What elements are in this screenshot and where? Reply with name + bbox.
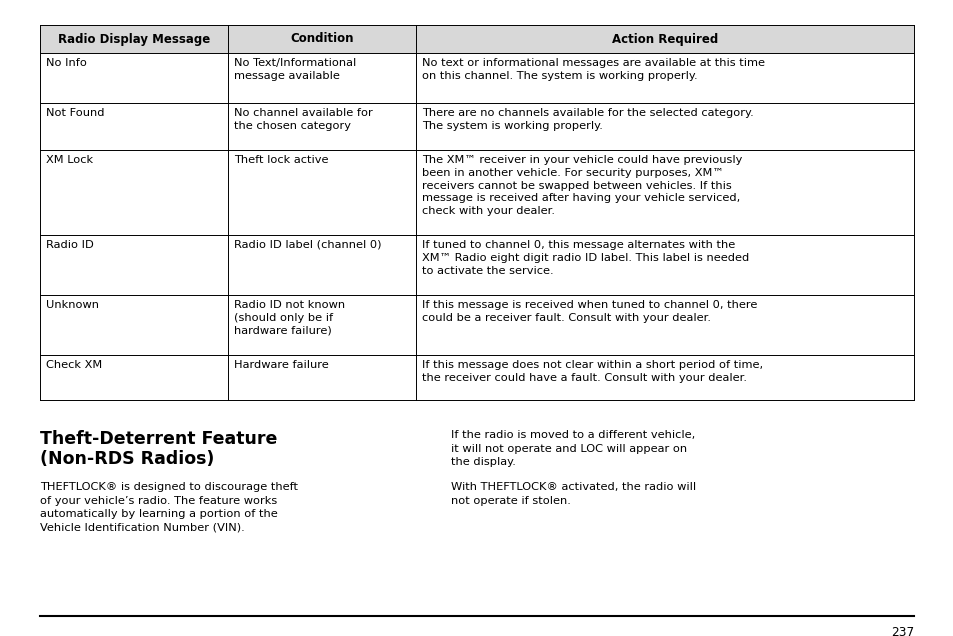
Text: No Text/Informational
message available: No Text/Informational message available	[233, 58, 355, 81]
Text: Check XM: Check XM	[46, 360, 102, 370]
Text: XM Lock: XM Lock	[46, 155, 93, 165]
Text: Condition: Condition	[290, 32, 354, 46]
Text: If the radio is moved to a different vehicle,
it will not operate and LOC will a: If the radio is moved to a different veh…	[451, 430, 695, 467]
Text: Unknown: Unknown	[46, 300, 99, 310]
Text: Theft lock active: Theft lock active	[233, 155, 328, 165]
Text: With THEFTLOCK® activated, the radio will
not operate if stolen.: With THEFTLOCK® activated, the radio wil…	[451, 482, 695, 506]
Text: The XM™ receiver in your vehicle could have previously
been in another vehicle. : The XM™ receiver in your vehicle could h…	[421, 155, 741, 216]
Text: Radio ID not known
(should only be if
hardware failure): Radio ID not known (should only be if ha…	[233, 300, 345, 336]
Text: Action Required: Action Required	[611, 32, 718, 46]
Text: No text or informational messages are available at this time
on this channel. Th: No text or informational messages are av…	[421, 58, 764, 81]
Text: Radio Display Message: Radio Display Message	[58, 32, 210, 46]
Bar	[40, 25, 913, 53]
Text: If this message is received when tuned to channel 0, there
could be a receiver f: If this message is received when tuned t…	[421, 300, 757, 323]
Text: Radio ID label (channel 0): Radio ID label (channel 0)	[233, 240, 381, 250]
Text: Hardware failure: Hardware failure	[233, 360, 329, 370]
Text: No channel available for
the chosen category: No channel available for the chosen cate…	[233, 108, 373, 131]
Text: If tuned to channel 0, this message alternates with the
XM™ Radio eight digit ra: If tuned to channel 0, this message alte…	[421, 240, 748, 275]
Text: Not Found: Not Found	[46, 108, 105, 118]
Text: Radio ID: Radio ID	[46, 240, 93, 250]
Text: 237: 237	[890, 626, 913, 636]
Text: Theft-Deterrent Feature: Theft-Deterrent Feature	[40, 430, 277, 448]
Text: (Non-RDS Radios): (Non-RDS Radios)	[40, 450, 214, 468]
Text: There are no channels available for the selected category.
The system is working: There are no channels available for the …	[421, 108, 753, 131]
Text: No Info: No Info	[46, 58, 87, 68]
Text: THEFTLOCK® is designed to discourage theft
of your vehicle’s radio. The feature : THEFTLOCK® is designed to discourage the…	[40, 482, 297, 533]
Text: If this message does not clear within a short period of time,
the receiver could: If this message does not clear within a …	[421, 360, 762, 383]
